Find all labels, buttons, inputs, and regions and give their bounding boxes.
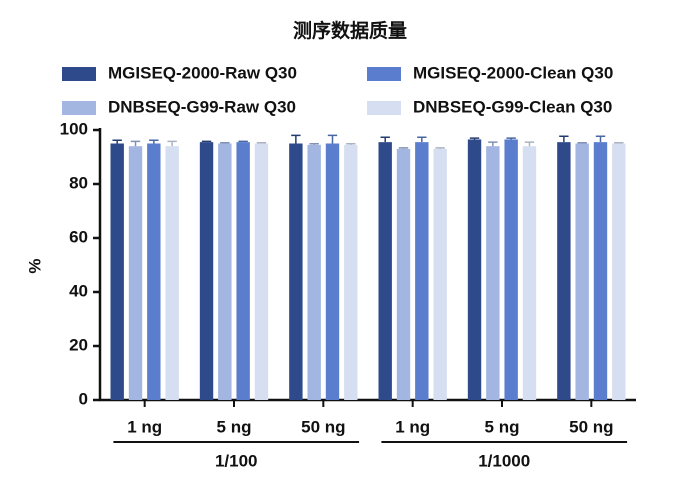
error-bar [327, 134, 338, 144]
bar [593, 142, 608, 400]
bar [344, 144, 358, 400]
error-bar [577, 141, 587, 144]
error-bar [559, 135, 569, 143]
bar [147, 143, 161, 400]
bar [415, 142, 429, 400]
bar [557, 142, 571, 400]
error-bar [488, 141, 498, 147]
legend-swatch [62, 67, 96, 81]
error-bar [112, 139, 122, 144]
error-bar [435, 147, 445, 149]
bar [254, 143, 269, 400]
error-bar [130, 140, 141, 147]
y-axis-label: % [25, 258, 44, 273]
error-bar [380, 136, 390, 143]
y-tick-label: 60 [69, 227, 88, 246]
error-bar [346, 143, 356, 145]
group-label: 1/100 [215, 451, 258, 470]
error-bar [309, 143, 319, 145]
error-bar [256, 141, 267, 144]
bar [575, 143, 589, 400]
bar [612, 143, 626, 400]
error-bar [524, 141, 535, 147]
bar [522, 146, 537, 400]
error-bar [201, 140, 212, 143]
bar [396, 148, 411, 400]
error-bar [291, 134, 301, 144]
bar [128, 146, 143, 400]
legend-label: DNBSEQ-G99-Clean Q30 [413, 97, 612, 116]
error-bar [614, 141, 624, 144]
legend-swatch [367, 67, 401, 81]
bar [110, 143, 124, 400]
x-tick-label: 50 ng [301, 417, 345, 436]
bar [165, 146, 179, 400]
bar [199, 142, 214, 400]
error-bar [398, 147, 409, 149]
bar [378, 142, 392, 400]
legend-label: DNBSEQ-G99-Raw Q30 [108, 97, 296, 116]
x-tick-label: 5 ng [485, 417, 520, 436]
legend-label: MGISEQ-2000-Raw Q30 [108, 63, 297, 82]
bar [325, 143, 340, 400]
chart-title: 测序数据质量 [293, 19, 407, 42]
error-bar [417, 136, 427, 143]
x-tick-label: 5 ng [217, 417, 252, 436]
bar [467, 139, 482, 400]
error-bar [149, 139, 159, 144]
bar [218, 143, 232, 400]
bar [307, 144, 321, 400]
bar [504, 139, 518, 400]
y-tick-label: 40 [69, 281, 88, 300]
error-bar [220, 141, 230, 144]
error-bar [167, 140, 177, 147]
legend-label: MGISEQ-2000-Clean Q30 [413, 63, 613, 82]
bar [289, 143, 303, 400]
y-tick-label: 20 [69, 335, 88, 354]
legend-swatch [367, 101, 401, 115]
x-tick-label: 50 ng [569, 417, 613, 436]
error-bar [595, 135, 606, 143]
error-bar [238, 140, 248, 143]
y-tick-label: 80 [69, 173, 88, 192]
y-tick-label: 0 [79, 389, 88, 408]
group-label: 1/1000 [478, 451, 530, 470]
bar [433, 148, 447, 400]
x-tick-label: 1 ng [127, 417, 162, 436]
y-tick-label: 100 [60, 119, 88, 138]
bar [236, 142, 250, 400]
x-tick-label: 1 ng [395, 417, 430, 436]
bar [486, 146, 500, 400]
error-bar [469, 137, 480, 140]
legend-swatch [62, 101, 96, 115]
error-bar [506, 137, 516, 140]
